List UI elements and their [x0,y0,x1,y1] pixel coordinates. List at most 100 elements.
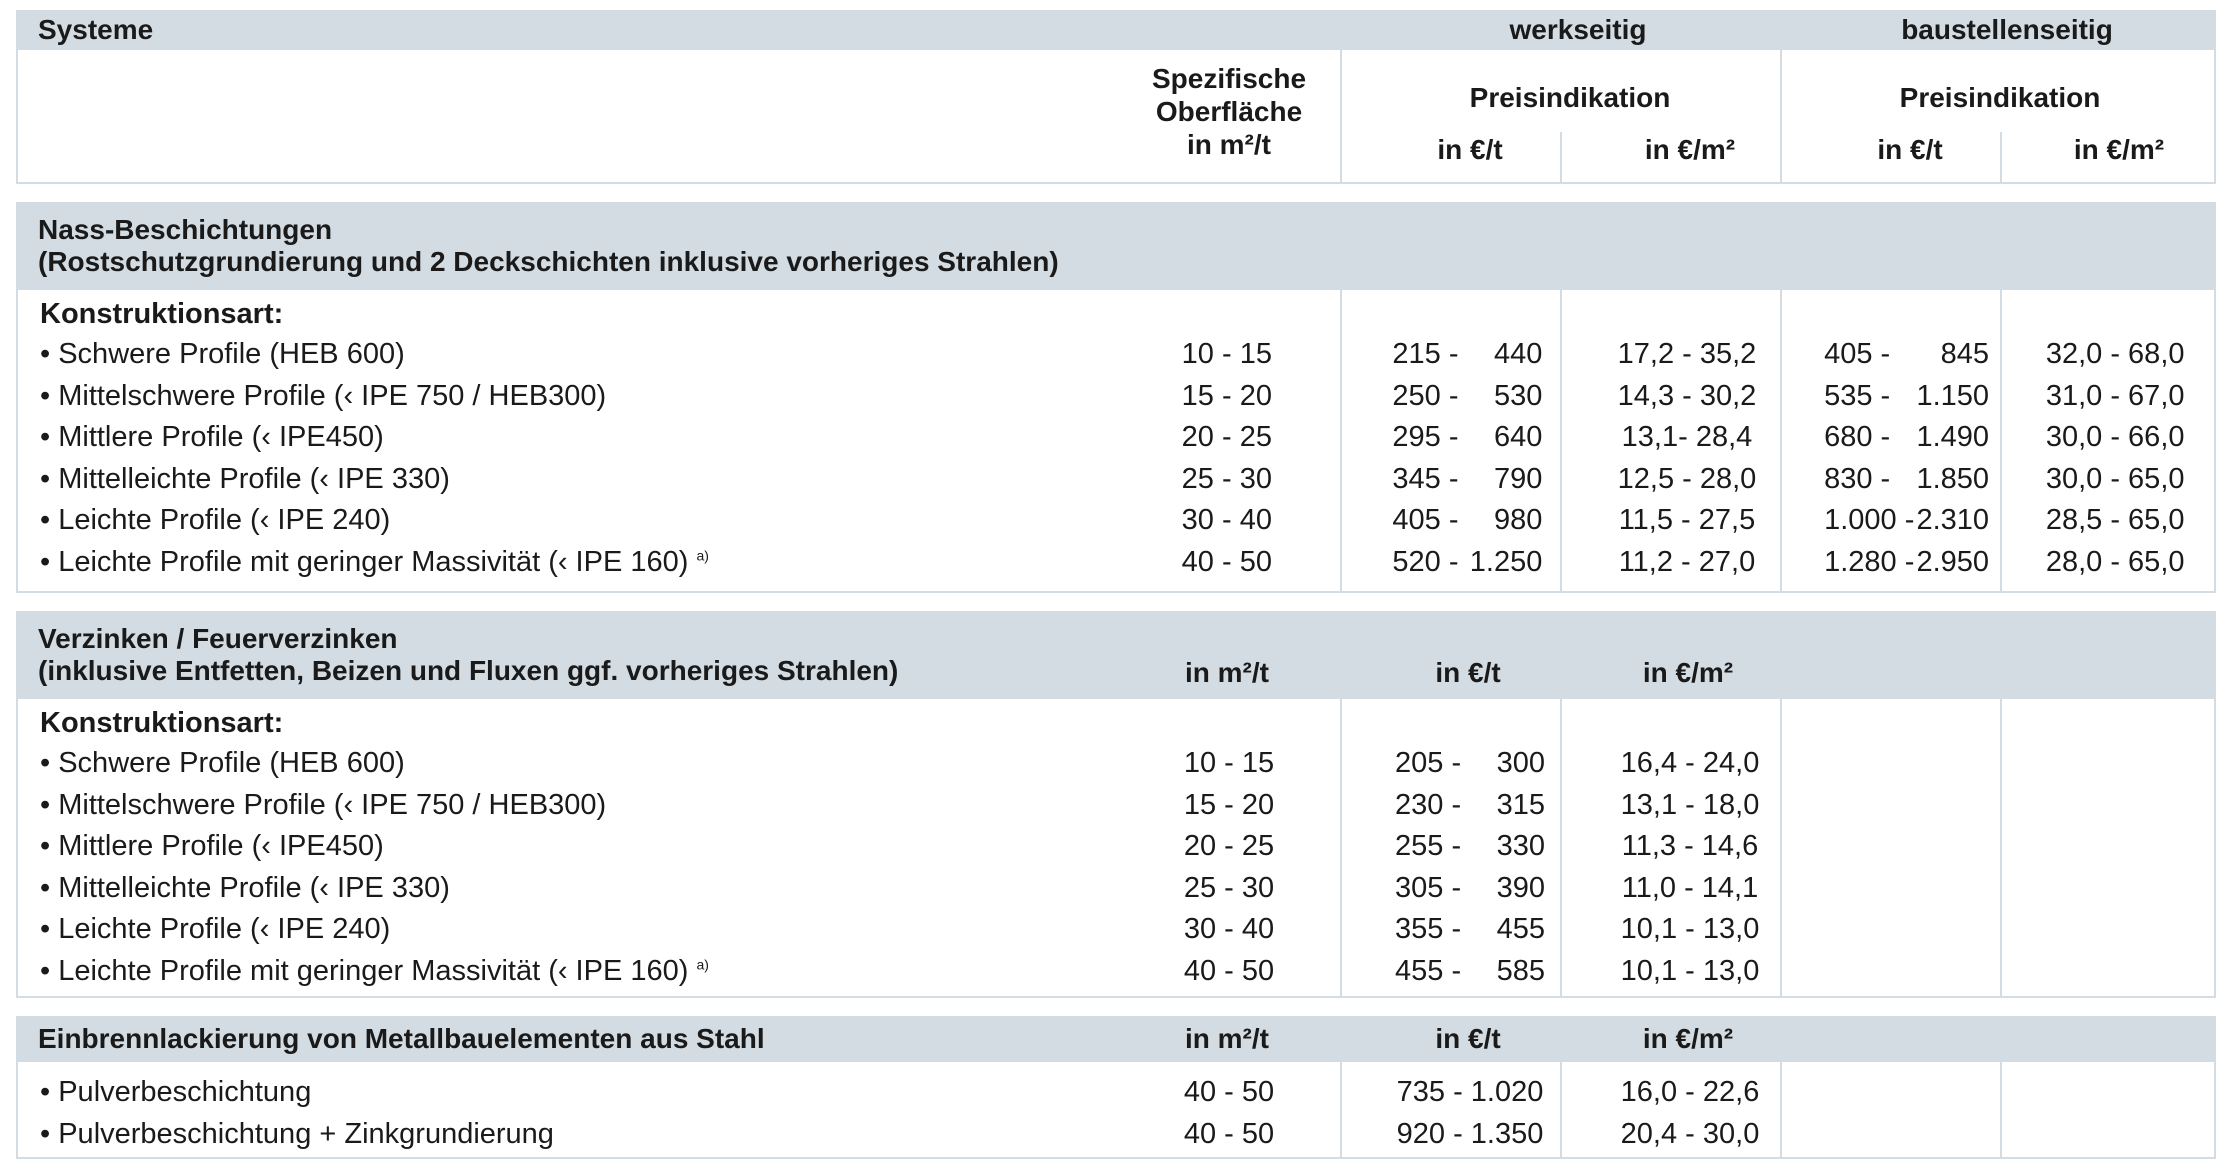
cell-surface: 40 - 50 [1183,954,1275,987]
row-label-text: Mittelleichte Profile (‹ IPE 330) [58,871,450,904]
section-verzinken-body: Konstruktionsart: Schwere Profile (HEB 6… [16,699,2216,998]
range-from: 215 - [1392,338,1459,371]
range-from: 405 - [1392,504,1459,537]
row-label: Mittelschwere Profile (‹ IPE 750 / HEB30… [18,380,1096,413]
table-row: Pulverbeschichtung 40 - 50 735 - 1.020 16,0… [18,1072,2214,1114]
cell-eur-m2: 10,1 - 13,0 [1620,913,1760,946]
cell-eur-t-bau: 680 - 1.490 [1797,421,2017,454]
table-row: Leichte Profile (‹ IPE 240) 30 - 40 355 - 4… [18,909,2214,951]
cell-surface: 40 - 50 [1183,1117,1275,1150]
cell-eur-t: 405 - 980 [1358,504,1578,537]
range-from: 355 - [1395,913,1462,946]
section-einbrenn-body: Pulverbeschichtung 40 - 50 735 - 1.020 16,0… [16,1062,2216,1159]
table-row: Leichte Profile (‹ IPE 240) 30 - 40 405 - 9… [18,500,2214,542]
table-row: Mittlere Profile (‹ IPE450) 20 - 25 295 - 6… [18,417,2214,459]
range-from: 1.280 - [1824,545,1915,578]
range-to: 790 [1493,462,1543,495]
range-from: 250 - [1392,379,1459,412]
section-verzinken-header: Verzinken / Feuerverzinken (inklusive En… [16,611,2216,699]
section-subtitle: (inklusive Entfetten, Beizen und Fluxen … [38,655,899,686]
header-preisindikation-werk: Preisindikation [1469,82,1671,113]
cell-eur-t: 735 - 1.020 [1396,1076,1544,1109]
header-baustellenseitig: baustellenseitig [1901,14,2113,45]
cell-eur-t: 250 - 530 [1358,380,1578,413]
range-from: 255 - [1395,830,1462,863]
cell-eur-m2: 14,3 - 30,2 [1617,379,1757,412]
cell-eur-m2: 11,5 - 27,5 [1618,504,1756,537]
cell-eur-t: 215 - 440 [1358,338,1578,371]
row-label: Schwere Profile (HEB 600) [18,338,1096,371]
cell-surface: 20 - 25 [1183,830,1275,863]
price-range: 405 - 845 [1824,338,1989,371]
row-label: Leichte Profile mit geringer Massivität … [18,955,1098,988]
header-unit-eur-m2-bau: in €/m² [2073,134,2165,165]
range-to: 300 [1496,747,1545,780]
unit-eur-m2: in €/m² [1642,657,1734,688]
range-from: 535 - [1824,379,1891,412]
table-subheader: Spezifische Oberfläche in m²/t Preisindi… [16,50,2216,184]
row-label-text: Leichte Profile mit geringer Massivität … [58,954,689,987]
range-to: 2.950 [1916,545,1990,578]
range-to: 2.310 [1916,504,1990,537]
range-from: 680 - [1824,421,1891,454]
cell-eur-m2: 16,4 - 24,0 [1620,747,1760,780]
table-row: Mittelschwere Profile (‹ IPE 750 / HEB30… [18,376,2214,418]
cell-eur-m2: 17,2 - 35,2 [1617,338,1757,371]
cell-eur-m2-bau: 32,0 - 68,0 [2045,338,2185,371]
cell-surface: 30 - 40 [1181,504,1272,537]
table-header-band: Systeme werkseitig baustellenseitig [16,10,2216,50]
row-label-text: Leichte Profile (‹ IPE 240) [58,913,391,946]
range-to: 440 [1493,338,1543,371]
price-range: 455 - 585 [1395,955,1545,988]
range-from: 455 - [1395,954,1462,987]
konstruktionsart-label: Konstruktionsart: [40,706,284,739]
cell-eur-m2: 11,2 - 27,0 [1618,545,1756,578]
row-label-text: Schwere Profile (HEB 600) [58,338,405,371]
cell-eur-m2: 11,0 - 14,1 [1621,871,1759,904]
cell-eur-t-bau: 535 - 1.150 [1797,380,2017,413]
table-row: Mittlere Profile (‹ IPE450) 20 - 25 255 - 3… [18,826,2214,868]
cell-eur-t: 205 - 300 [1360,747,1580,780]
header-unit-eur-t-bau: in €/t [1877,134,1943,165]
cell-surface: 10 - 15 [1181,338,1272,371]
header-unit-eur-t: in €/t [1437,134,1503,165]
table-row: Leichte Profile mit geringer Massivität … [18,542,2214,584]
unit-eur-t: in €/t [1435,1023,1501,1054]
table-row: Mittelleichte Profile (‹ IPE 330) 25 - 30… [18,459,2214,501]
cell-surface: 40 - 50 [1181,545,1272,578]
table-row: Leichte Profile mit geringer Massivität … [18,951,2214,993]
row-label: Leichte Profile (‹ IPE 240) [18,504,1096,537]
unit-eur-t: in €/t [1435,657,1501,688]
header-systeme: Systeme [38,14,154,45]
price-range: 215 - 440 [1392,338,1542,371]
range-from: 520 - [1392,545,1459,578]
header-unit-eur-m2: in €/m² [1644,134,1736,165]
range-to: 390 [1496,871,1545,904]
price-range: 255 - 330 [1395,830,1545,863]
range-from: 1.000 - [1824,504,1915,537]
row-label-text: Mittelleichte Profile (‹ IPE 330) [58,462,450,495]
unit-eur-m2: in €/m² [1642,1023,1734,1054]
cell-eur-m2: 11,3 - 14,6 [1621,830,1759,863]
section-title: Nass-Beschichtungen [38,214,333,245]
header-spezifische-oberflaeche: Spezifische Oberfläche in m²/t [1151,63,1307,160]
price-range: 405 - 980 [1392,504,1542,537]
price-range: 250 - 530 [1392,380,1542,413]
range-from: 830 - [1824,462,1891,495]
range-to: 1.250 [1469,545,1543,578]
range-from: 295 - [1392,421,1459,454]
row-label: Schwere Profile (HEB 600) [18,747,1098,780]
footnote-marker: a) [696,956,709,973]
cell-eur-m2: 20,4 - 30,0 [1620,1117,1760,1150]
cell-eur-t-bau: 1.280 -2.950 [1797,546,2017,579]
row-label-text: Pulverbeschichtung + Zinkgrundierung [58,1117,554,1150]
price-range: 305 - 390 [1395,872,1545,905]
section-nass-header: Nass-Beschichtungen (Rostschutzgrundieru… [16,202,2216,290]
price-range: 535 - 1.150 [1824,380,1989,413]
price-range: 680 - 1.490 [1824,421,1989,454]
row-label: Leichte Profile mit geringer Massivität … [18,546,1096,579]
header-werkseitig: werkseitig [1509,14,1647,45]
cell-eur-m2-bau: 28,0 - 65,0 [2045,545,2185,578]
footnote-marker: a) [696,547,709,564]
row-label-text: Leichte Profile mit geringer Massivität … [58,545,689,578]
